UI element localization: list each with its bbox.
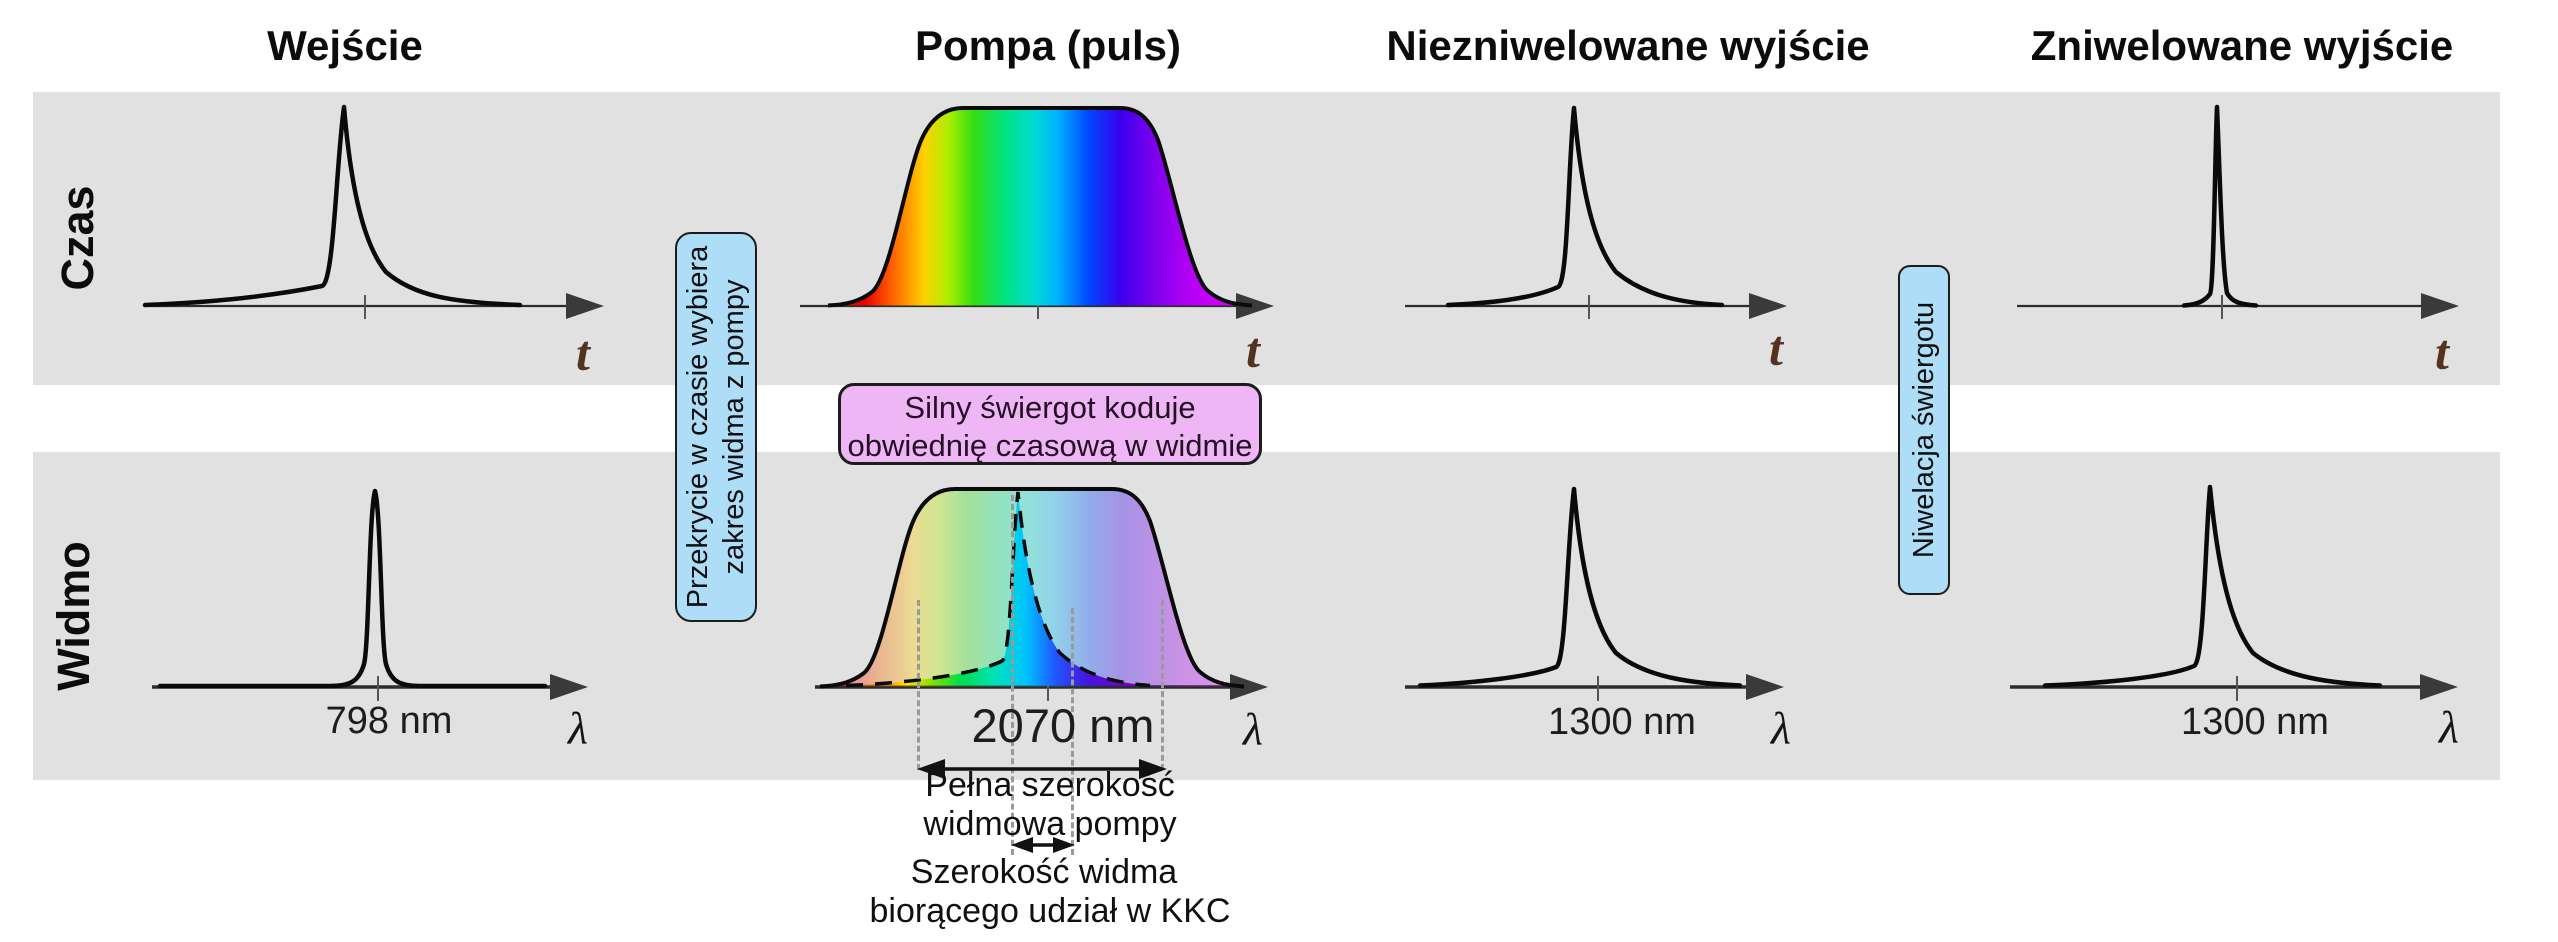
callout-chirp-text: Silny świergot koduje obwiednię czasową …	[841, 389, 1259, 465]
time-axis-arrowhead-pump	[1236, 293, 1274, 319]
wavelength-axis-label-uncompensated: λ	[1771, 702, 1791, 754]
time-axis-arrowhead-uncompensated	[1749, 293, 1787, 319]
callout-chirp-line2: obwiednię czasową w widmie	[847, 428, 1253, 463]
kkc-width-label-line1: Szerokość widma	[910, 853, 1178, 891]
wavelength-value-uncompensated: 1300 nm	[1548, 701, 1696, 743]
wavelength-axis-label-pump: λ	[1243, 703, 1263, 755]
compensated-time-curve	[2181, 104, 2259, 308]
time-axis-compensated	[2017, 293, 2459, 319]
wavelength-axis-compensated	[2010, 674, 2458, 701]
input-time-curve	[142, 104, 523, 308]
time-axis-arrowhead-compensated	[2421, 293, 2459, 319]
time-axis-label-uncompensated: t	[1769, 320, 1783, 376]
column-header-input: Wejście	[267, 22, 423, 69]
wavelength-value-input: 798 nm	[325, 700, 453, 742]
time-row-plots	[142, 104, 2459, 319]
guide-line-pump-left	[917, 600, 920, 770]
wavelength-axis-uncompensated	[1405, 674, 1784, 701]
compensated-spectrum-curve	[2042, 484, 2383, 688]
callout-leveling: Niwelacja świergotu	[1898, 265, 1950, 595]
input-spectrum-curve	[157, 488, 548, 689]
guide-line-kkc-left	[1011, 495, 1014, 855]
wavelength-axis-label-compensated: λ	[2439, 701, 2459, 753]
wavelength-value-compensated: 1300 nm	[2181, 701, 2329, 743]
uncompensated-time-curve	[1445, 105, 1725, 308]
time-axis-label-input: t	[576, 325, 590, 381]
wavelength-axis-label-input: λ	[568, 702, 588, 754]
time-axis-label-compensated: t	[2435, 324, 2449, 380]
wavelength-value-pump: 2070 nm	[971, 699, 1155, 752]
callout-overlap: Przekrycie w czasie wybiera zakres widma…	[675, 232, 757, 622]
time-axis-label-pump: t	[1246, 322, 1260, 378]
wavelength-axis-arrowhead-pump	[1230, 674, 1268, 700]
callout-overlap-text: Przekrycie w czasie wybiera zakres widma…	[680, 246, 752, 609]
wavelength-axis-arrowhead-uncompensated	[1746, 674, 1784, 700]
spectrum-row-plots	[152, 484, 2458, 701]
callout-overlap-line1: Przekrycie w czasie wybiera	[682, 245, 714, 609]
kkc-width-label-line2: biorącego udział w KKC	[869, 892, 1231, 930]
wavelength-axis-arrowhead-input	[550, 674, 588, 700]
column-header-pump: Pompa (puls)	[914, 22, 1182, 69]
uncompensated-spectrum-curve	[1417, 486, 1743, 688]
time-axis-arrowhead-input	[566, 293, 604, 319]
guide-line-kkc-right	[1071, 608, 1074, 855]
guide-line-pump-right	[1161, 600, 1164, 770]
pump-spectrum-selected-region	[845, 491, 1151, 688]
full-width-label-line1: Pełna szerokość	[925, 766, 1175, 804]
kkc-width-arrow	[1011, 837, 1075, 853]
time-axis-input	[150, 293, 604, 319]
full-width-label-line2: widmowa pompy	[923, 805, 1177, 843]
wavelength-axis-arrowhead-compensated	[2420, 674, 2458, 700]
column-header-uncompensated: Niezniwelowane wyjście	[1386, 22, 1870, 69]
callout-leveling-text: Niwelacja świergotu	[1908, 301, 1940, 559]
column-header-compensated: Zniwelowane wyjście	[2030, 22, 2454, 69]
callout-chirp-line1: Silny świergot koduje	[904, 390, 1196, 425]
callout-chirp: Silny świergot koduje obwiednię czasową …	[838, 383, 1262, 465]
full-width-arrow	[917, 759, 1167, 779]
time-row-band	[33, 92, 2500, 385]
spectrum-row-band	[33, 452, 2500, 780]
pump-time-envelope	[827, 106, 1253, 308]
callout-overlap-line2: zakres widma z pompy	[718, 279, 750, 575]
